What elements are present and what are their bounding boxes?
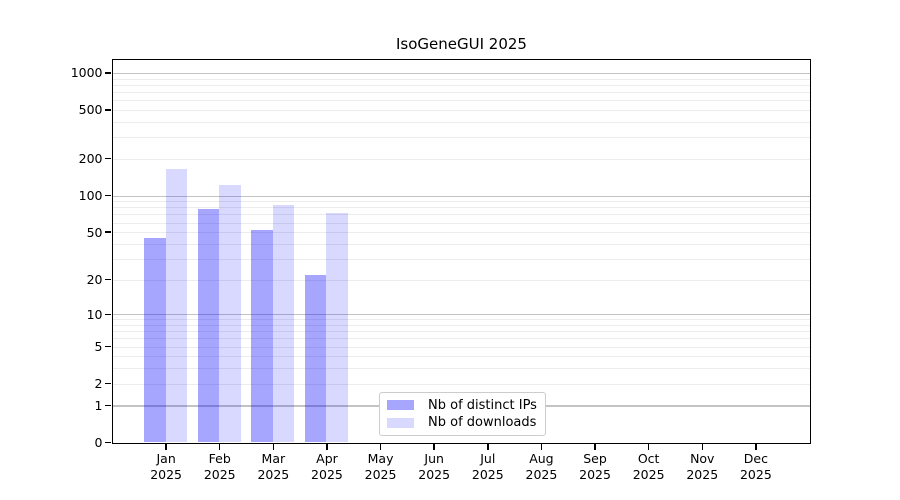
x-tick-label-nov: Nov 2025 [667, 451, 737, 484]
minor-gridline [112, 201, 810, 203]
chart-title: IsoGeneGUI 2025 [396, 35, 527, 53]
bar-distinct-ips-apr [304, 274, 327, 443]
x-tick-mark [487, 444, 489, 450]
y-tick-label: 50 [86, 224, 103, 240]
y-tick-label: 5 [94, 339, 103, 355]
bar-downloads-mar [272, 204, 295, 443]
plot-area: 0 1 2 5 10 20 50 100 200 500 1000 Jan 2025 Feb 2025 Mar… [71, 58, 811, 482]
y-tick-mark [104, 345, 111, 348]
y-tick-label: 500 [78, 102, 103, 118]
legend-swatch-distinct-ips [387, 400, 414, 411]
legend-item-distinct-ips: Nb of distinct IPs [387, 398, 537, 413]
bar-downloads-jan [165, 169, 188, 443]
minor-gridline [112, 91, 810, 93]
x-tick-year: 2025 [471, 467, 504, 482]
y-tick-mark [104, 278, 111, 281]
legend-item-downloads: Nb of downloads [387, 415, 537, 430]
bar-downloads-apr [326, 212, 348, 443]
y-tick-mark [104, 109, 111, 111]
bar-distinct-ips-feb [197, 208, 220, 443]
x-tick-month: Jun [424, 450, 444, 466]
x-tick-month: Sep [583, 450, 607, 466]
x-tick-month: Nov [690, 450, 715, 466]
y-tick-label: 1 [94, 397, 103, 413]
legend-swatch-downloads [387, 417, 414, 428]
x-tick-label-jun: Jun 2025 [399, 451, 469, 484]
x-tick-label-jul: Jul 2025 [453, 451, 523, 484]
x-tick-month: May [367, 450, 394, 466]
minor-gridline [112, 137, 810, 139]
x-tick-year: 2025 [579, 467, 611, 482]
x-tick-label-may: May 2025 [346, 451, 416, 484]
x-tick-year: 2025 [257, 467, 290, 482]
x-tick-label-aug: Aug 2025 [506, 451, 576, 484]
x-tick-label-feb: Feb 2025 [185, 451, 255, 484]
x-tick-label-sep: Sep 2025 [560, 451, 630, 484]
x-tick-year: 2025 [203, 467, 236, 482]
x-tick-year: 2025 [311, 467, 343, 482]
x-tick-month: Dec [743, 450, 768, 466]
major-gridline [112, 72, 810, 75]
x-tick-mark [379, 444, 382, 450]
x-tick-year: 2025 [739, 467, 772, 482]
bar-distinct-ips-mar [251, 230, 273, 443]
x-tick-label-apr: Apr 2025 [292, 451, 362, 484]
y-tick-label: 1000 [70, 65, 103, 81]
minor-gridline [112, 100, 810, 102]
x-tick-mark [701, 444, 704, 450]
x-tick-month: Oct [637, 450, 660, 466]
bar-distinct-ips-jan [144, 237, 166, 443]
minor-gridline [112, 158, 810, 160]
y-tick-label: 2 [94, 376, 103, 392]
x-tick-mark [433, 444, 435, 450]
legend-label-distinct-ips: Nb of distinct IPs [428, 397, 537, 413]
y-tick-mark [104, 383, 111, 385]
y-tick-mark [104, 313, 111, 315]
y-tick-label: 0 [94, 435, 103, 450]
legend: Nb of distinct IPs Nb of downloads [379, 392, 546, 436]
y-tick-mark [104, 72, 111, 74]
x-tick-mark [218, 444, 221, 450]
bar-downloads-feb [219, 184, 241, 443]
x-tick-mark [540, 444, 543, 450]
x-tick-year: 2025 [150, 467, 183, 482]
y-tick-mark [104, 441, 111, 444]
minor-gridline [112, 78, 810, 80]
x-tick-mark [755, 444, 757, 450]
x-tick-month: Jan [156, 450, 176, 466]
x-tick-year: 2025 [686, 467, 719, 482]
y-tick-label: 200 [78, 151, 103, 167]
x-tick-mark [165, 444, 167, 450]
x-tick-year: 2025 [418, 467, 451, 482]
minor-gridline [112, 121, 810, 123]
y-tick-mark [104, 231, 111, 233]
y-tick-mark [104, 404, 111, 407]
x-tick-month: Aug [529, 450, 554, 466]
major-gridline [112, 195, 810, 197]
x-tick-mark [594, 444, 596, 450]
x-tick-label-mar: Mar 2025 [238, 451, 308, 484]
x-tick-label-dec: Dec 2025 [721, 451, 791, 484]
x-tick-year: 2025 [525, 467, 558, 482]
x-tick-month: Mar [261, 450, 286, 466]
y-tick-mark [104, 194, 111, 197]
x-tick-mark [272, 444, 275, 450]
x-tick-label-oct: Oct 2025 [614, 451, 684, 484]
x-tick-month: Jul [480, 450, 496, 466]
y-tick-mark [104, 158, 111, 160]
legend-label-downloads: Nb of downloads [428, 415, 537, 431]
x-tick-year: 2025 [364, 467, 397, 482]
x-tick-month: Feb [208, 450, 231, 466]
x-tick-label-jan: Jan 2025 [131, 451, 201, 484]
x-tick-month: Apr [316, 450, 338, 466]
y-tick-label: 100 [78, 188, 103, 204]
y-tick-label: 20 [86, 272, 103, 288]
minor-gridline [112, 109, 810, 111]
y-tick-label: 10 [86, 306, 103, 322]
x-tick-mark [647, 444, 650, 450]
x-tick-year: 2025 [632, 467, 665, 482]
minor-gridline [112, 84, 810, 86]
x-tick-mark [326, 444, 328, 450]
